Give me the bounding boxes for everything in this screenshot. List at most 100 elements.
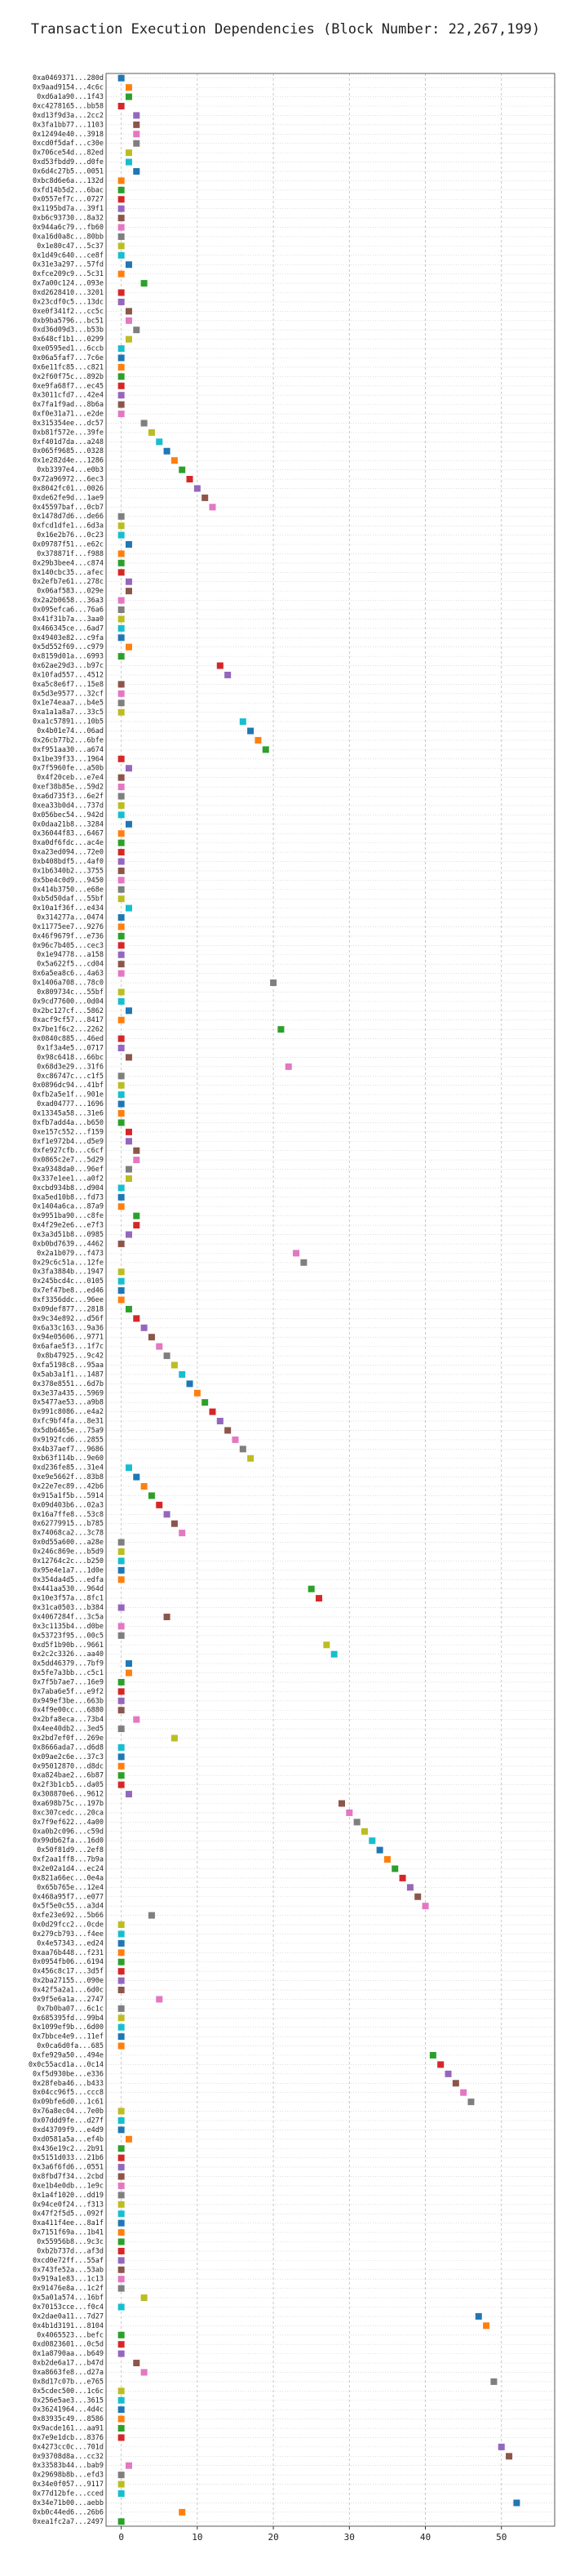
y-tick-label: 0xfa5198c8...95aa — [33, 1361, 104, 1370]
marker — [201, 494, 209, 501]
marker — [117, 1939, 125, 1947]
y-tick-label: 0x8666ada7...d6d8 — [33, 1743, 104, 1752]
marker — [117, 653, 125, 660]
y-tick-label: 0xd2628410...3201 — [33, 289, 104, 297]
marker — [117, 1632, 125, 1639]
marker — [117, 550, 125, 557]
marker — [125, 1138, 132, 1145]
y-tick-label: 0x7f5b7ae7...16e9 — [33, 1678, 104, 1686]
y-tick-label: 0x1195bd7a...39f1 — [33, 205, 104, 213]
marker — [392, 1865, 399, 1872]
y-tick-label: 0x04cc96f5...ccc8 — [33, 2089, 104, 2097]
y-tick-label: 0x337e1ee1...a0f2 — [33, 1175, 104, 1183]
marker — [117, 2350, 125, 2357]
marker — [117, 970, 125, 977]
y-tick-label: 0x0d29fcc2...0cde — [33, 1921, 104, 1930]
marker — [117, 2285, 125, 2292]
marker — [117, 1977, 125, 1984]
marker — [117, 2210, 125, 2218]
marker — [117, 681, 125, 688]
marker — [117, 2219, 125, 2227]
y-tick-label: 0x065f9685...0328 — [33, 447, 104, 455]
y-tick-label: 0x09d403b6...02a3 — [33, 1501, 104, 1509]
marker — [117, 1045, 125, 1052]
marker — [148, 429, 155, 436]
y-tick-label: 0xa0b2c096...c59d — [33, 1828, 104, 1836]
marker — [239, 718, 246, 726]
y-tick-label: 0x28feba46...b433 — [33, 2080, 104, 2088]
marker — [475, 2312, 482, 2320]
marker — [117, 1119, 125, 1126]
marker — [117, 2331, 125, 2338]
y-tick-label: 0x056bec54...942d — [33, 811, 104, 819]
marker — [117, 615, 125, 623]
marker — [186, 1380, 193, 1388]
marker — [140, 420, 148, 427]
marker — [117, 997, 125, 1005]
marker — [117, 1623, 125, 1630]
marker — [117, 755, 125, 762]
marker — [117, 559, 125, 566]
y-tick-label: 0x9f5e6a1a...2747 — [33, 1996, 104, 2004]
marker — [117, 932, 125, 939]
marker — [117, 1781, 125, 1788]
x-tick-label: 10 — [192, 2532, 202, 2543]
y-tick-label: 0x23cdf0c5...13dc — [33, 298, 104, 306]
y-tick-label: 0xa1c57891...10b5 — [33, 718, 104, 726]
y-tick-label: 0xa824bae2...6b87 — [33, 1772, 104, 1780]
y-tick-label: 0xa698b75c...197b — [33, 1800, 104, 1808]
marker — [117, 1268, 125, 1276]
y-tick-label: 0xb63f114b...9e60 — [33, 1455, 104, 1463]
marker — [125, 1128, 132, 1135]
marker — [117, 382, 125, 389]
marker — [117, 1678, 125, 1686]
y-tick-label: 0x1d49c640...ce8f — [33, 251, 104, 260]
marker — [117, 606, 125, 613]
marker — [117, 2005, 125, 2012]
y-tick-label: 0x12494e40...3918 — [33, 131, 104, 139]
y-tick-label: 0x378e8551...6d7b — [33, 1380, 104, 1388]
marker — [117, 196, 125, 203]
y-tick-label: 0x12764c2c...b250 — [33, 1557, 104, 1566]
y-tick-label: 0xacf9cf57...8417 — [33, 1016, 104, 1024]
marker — [117, 242, 125, 250]
marker — [117, 1707, 125, 1714]
marker — [117, 784, 125, 791]
y-tick-label: 0x29698b8b...efd3 — [33, 2472, 104, 2480]
marker — [490, 2378, 498, 2385]
y-tick-label: 0x55956b8...9c3c — [37, 2238, 104, 2246]
y-tick-label: 0x1406a708...78c0 — [33, 979, 104, 988]
y-tick-label: 0x1a4f1020...dd19 — [33, 2192, 104, 2200]
y-tick-label: 0x1a8790aa...b649 — [33, 2350, 104, 2358]
marker — [117, 363, 125, 371]
y-tick-label: 0xf3356ddc...96ee — [33, 1296, 104, 1304]
marker — [117, 1566, 125, 1574]
marker — [383, 1856, 391, 1863]
y-tick-label: 0xd236fe85...31e4 — [33, 1464, 104, 1472]
marker — [117, 1772, 125, 1779]
y-tick-label: 0xd0823601...0c5d — [33, 2341, 104, 2349]
y-tick-label: 0x1478d7d6...de66 — [33, 513, 104, 521]
y-tick-label: 0x7f9ef622...4a00 — [33, 1819, 104, 1827]
marker — [117, 988, 125, 996]
x-tick-label: 20 — [268, 2532, 278, 2543]
y-tick-label: 0xb5d50daf...55bf — [33, 895, 104, 904]
marker — [117, 1930, 125, 1938]
y-tick-label: 0xa23ed094...72e0 — [33, 849, 104, 857]
marker — [346, 1809, 353, 1816]
marker — [125, 1464, 132, 1472]
y-tick-label: 0x34e71b00...aebb — [33, 2499, 104, 2507]
marker — [216, 1418, 224, 1425]
marker — [117, 624, 125, 632]
marker — [232, 1436, 239, 1443]
marker — [117, 2201, 125, 2208]
marker — [125, 1660, 132, 1668]
marker — [117, 895, 125, 903]
y-tick-label: 0xe9fa68f7...ec45 — [33, 382, 104, 390]
marker — [117, 802, 125, 809]
y-tick-label: 0x809734c...55bf — [37, 988, 104, 997]
y-tick-label: 0x09787f51...e62c — [33, 541, 104, 549]
y-tick-label: 0xa411f4ee...8a1f — [33, 2219, 104, 2227]
y-tick-label: 0x6a5ea8c6...4a63 — [33, 970, 104, 978]
y-tick-label: 0x0ca6d0fa...685 — [37, 2042, 104, 2050]
